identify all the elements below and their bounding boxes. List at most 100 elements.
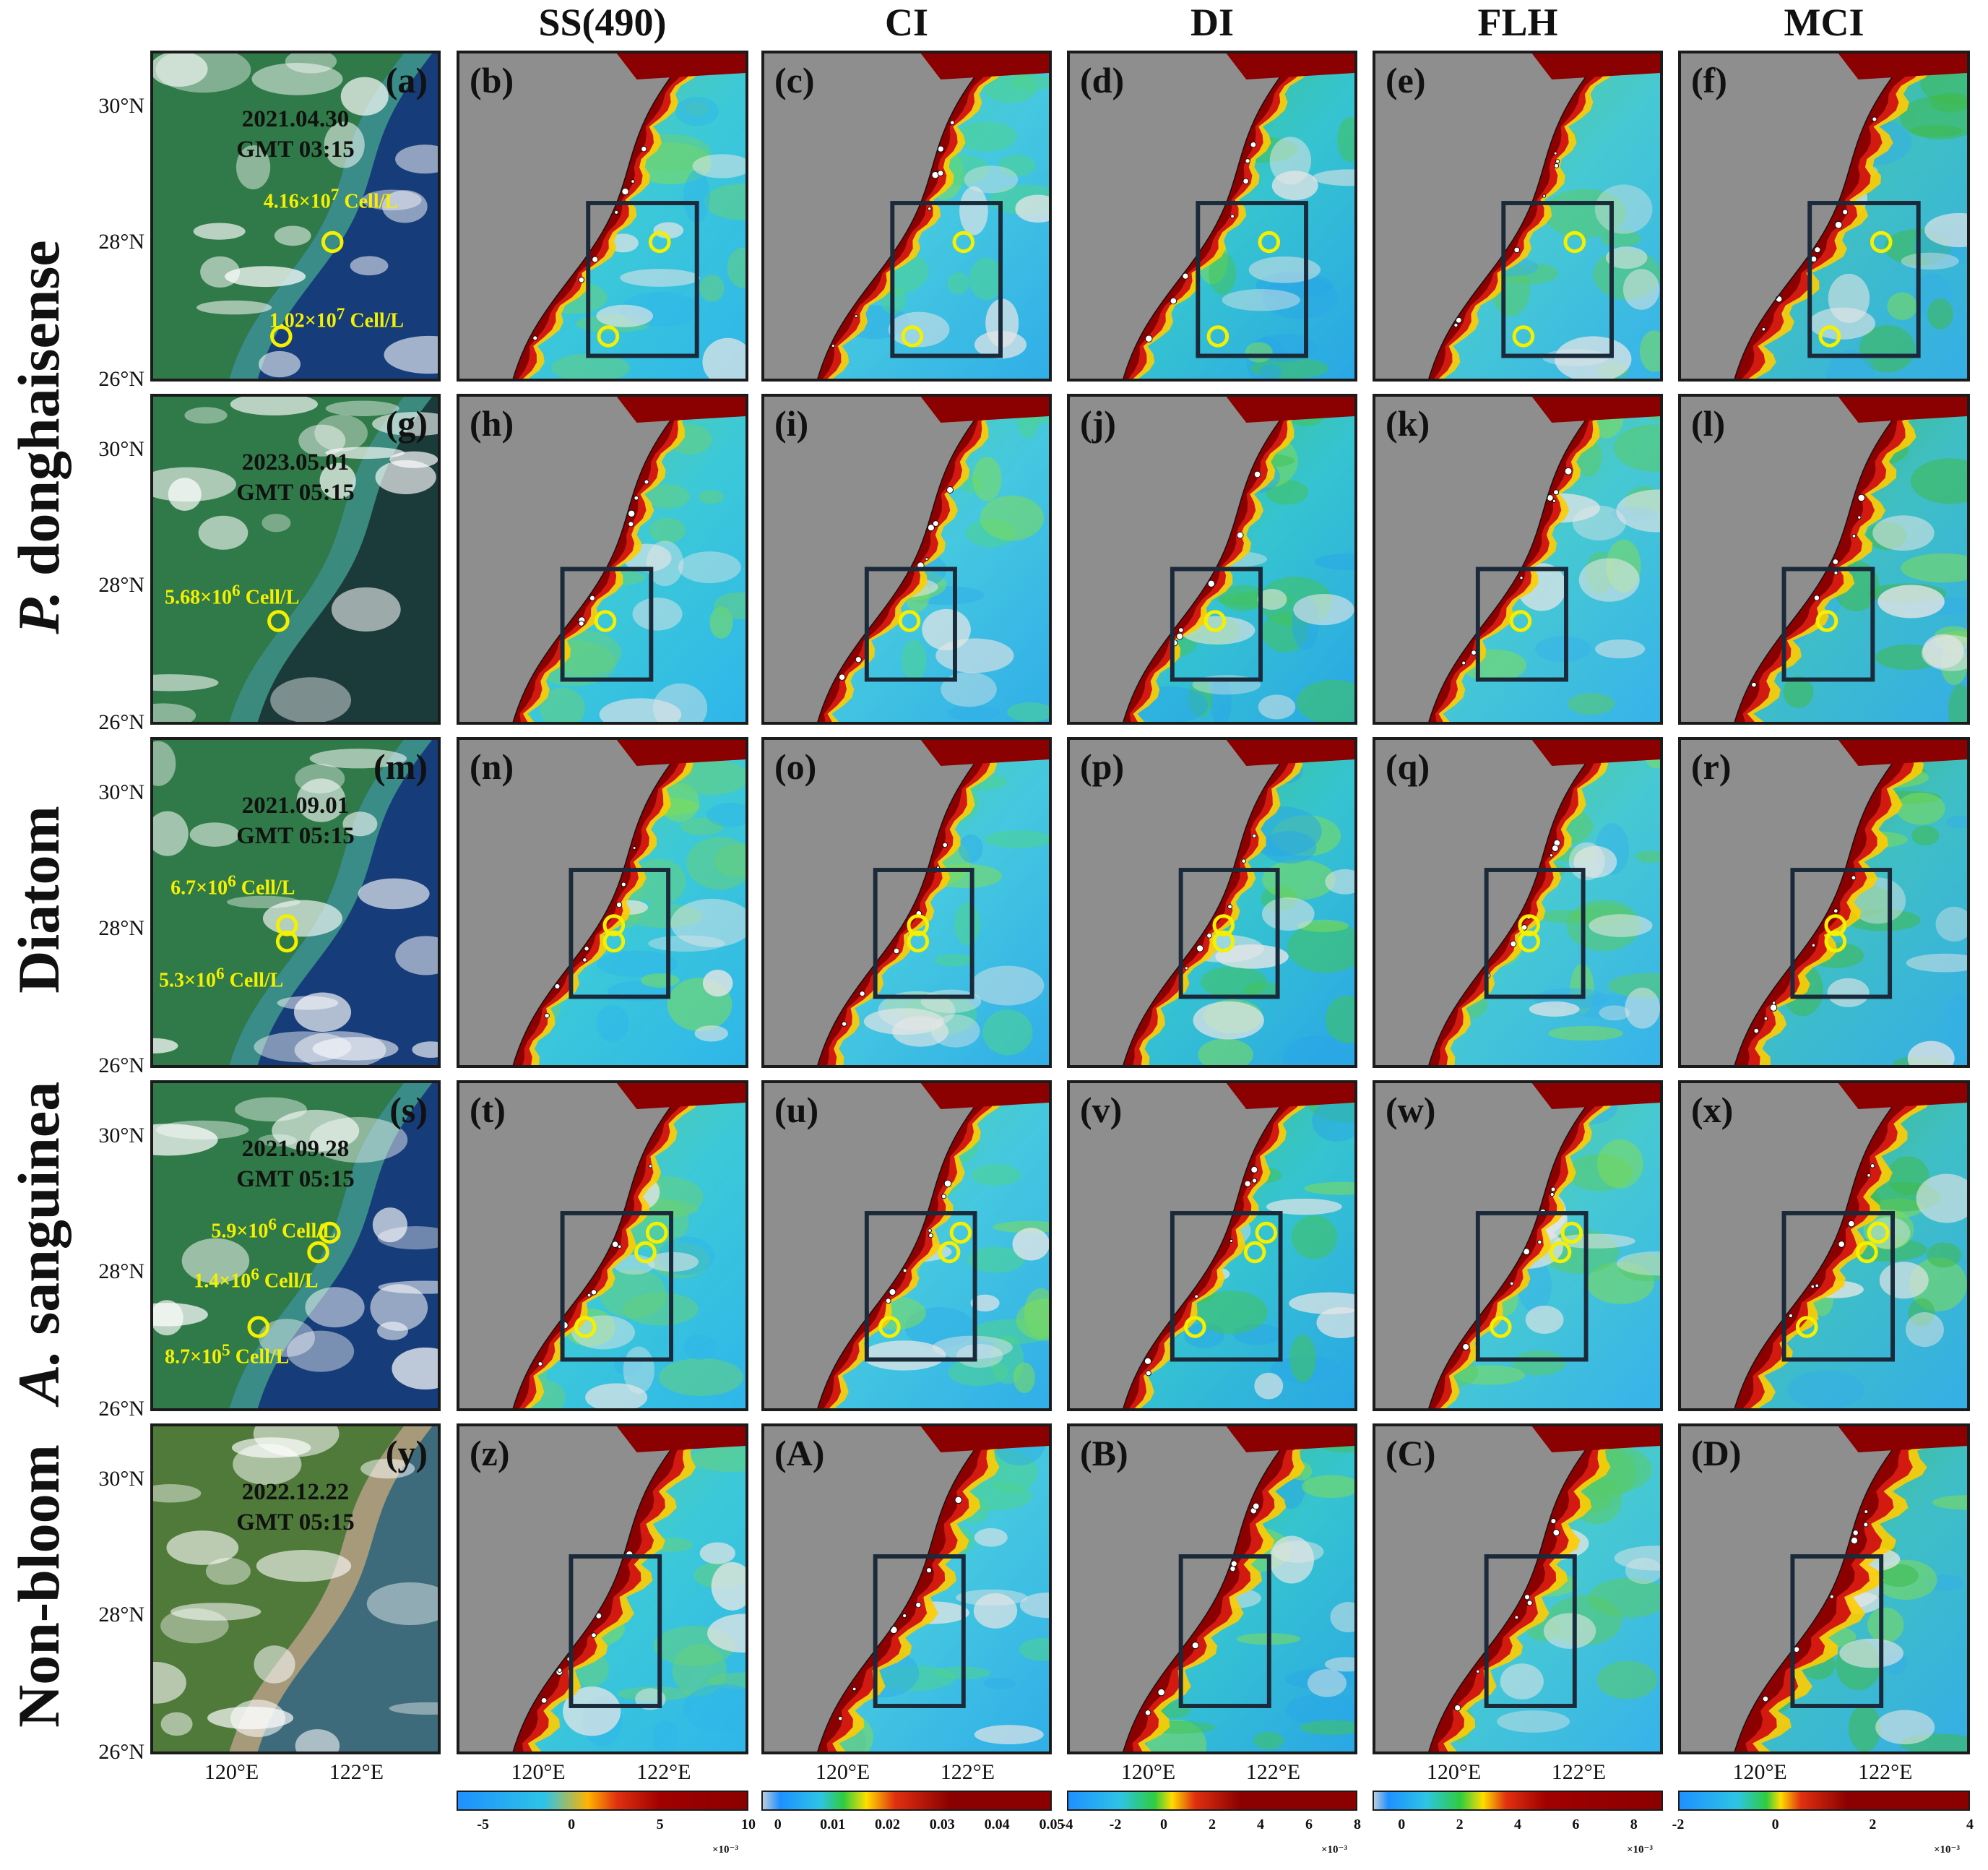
cell-mantissa: 8.7×10 <box>165 1346 222 1369</box>
colorbar-tick: 0.02 <box>865 1817 909 1833</box>
index-map-C: (C) <box>1373 1423 1663 1754</box>
lat-label: 28°N <box>72 1603 144 1627</box>
lon-label: 120°E <box>189 1760 275 1785</box>
row-label-text: Non-bloom <box>6 1444 72 1728</box>
panel-label: (s) <box>389 1089 428 1131</box>
column-title-2: CI <box>762 0 1051 45</box>
lat-label: 26°N <box>72 367 144 392</box>
lon-label: 120°E <box>800 1760 886 1785</box>
cell-density: 6.7×106 Cell/L <box>170 872 295 900</box>
panel-label: (p) <box>1080 746 1124 788</box>
date: 2021.09.28 <box>153 1134 438 1164</box>
lat-label: 28°N <box>72 1259 144 1284</box>
panel-graphic <box>459 53 746 379</box>
colorbar-tick: 5 <box>639 1817 682 1833</box>
lat-label: 30°N <box>72 1467 144 1491</box>
index-map-x: (x) <box>1678 1080 1970 1411</box>
cell-density: 8.7×105 Cell/L <box>165 1341 289 1369</box>
column-title-5: MCI <box>1680 0 1968 45</box>
cell-exponent: 6 <box>251 1265 259 1284</box>
panel-graphic <box>459 397 746 722</box>
colorbar-tick: 6 <box>1554 1817 1597 1833</box>
cell-density: 4.16×107 Cell/L <box>264 186 398 213</box>
colorbar-tick: 4 <box>1948 1817 1988 1833</box>
panel-graphic <box>1070 397 1354 722</box>
date-time: 2022.12.22 GMT 05:15 <box>153 1477 438 1538</box>
index-map-p: (p) <box>1067 737 1357 1068</box>
panel-graphic <box>1070 1426 1354 1751</box>
colorbar-tick: 2 <box>1851 1817 1894 1833</box>
row-label-text: Diatom <box>6 806 72 994</box>
cell-unit: Cell/L <box>225 970 284 992</box>
colorbar-tick: 4 <box>1239 1817 1282 1833</box>
panel-label: (d) <box>1080 59 1124 101</box>
index-map-D: (D) <box>1678 1423 1970 1754</box>
colorbar-tick: 4 <box>1496 1817 1539 1833</box>
cell-unit: Cell/L <box>277 1220 336 1243</box>
panel-label: (A) <box>774 1432 824 1474</box>
panel-graphic <box>153 1426 438 1751</box>
colorbar-tick: 0.04 <box>975 1817 1019 1833</box>
cell-unit: Cell/L <box>259 1270 319 1292</box>
colorbar-exponent: ×10⁻³ <box>1627 1843 1653 1856</box>
index-map-i: (i) <box>761 394 1052 725</box>
cell-exponent: 5 <box>222 1341 230 1360</box>
panel-graphic <box>1681 53 1967 379</box>
cell-mantissa: 1.4×10 <box>194 1270 251 1292</box>
date: 2022.12.22 <box>153 1477 438 1507</box>
panel-graphic <box>1070 53 1354 379</box>
colorbar-tick: 2 <box>1190 1817 1234 1833</box>
column-title-4: FLH <box>1373 0 1662 45</box>
index-map-q: (q) <box>1373 737 1663 1068</box>
colorbar-5 <box>1678 1791 1970 1811</box>
index-map-e: (e) <box>1373 51 1663 382</box>
index-map-d: (d) <box>1067 51 1357 382</box>
cell-exponent: 6 <box>216 965 225 983</box>
index-map-j: (j) <box>1067 394 1357 725</box>
panel-label: (u) <box>774 1089 818 1131</box>
index-map-u: (u) <box>761 1080 1052 1411</box>
colorbar-tick: 0 <box>1142 1817 1185 1833</box>
panel-graphic <box>764 740 1049 1065</box>
panel-label: (b) <box>470 59 514 101</box>
panel-graphic <box>1681 1426 1967 1751</box>
cell-exponent: 6 <box>268 1215 277 1234</box>
cell-exponent: 6 <box>228 872 236 891</box>
colorbar-3 <box>1067 1791 1357 1811</box>
row-label-P: P. donghaisense <box>5 240 73 634</box>
column-title-1: SS(490) <box>458 0 747 45</box>
index-map-h: (h) <box>457 394 748 725</box>
panel-label: (g) <box>386 402 428 444</box>
panel-label: (v) <box>1080 1089 1122 1131</box>
lat-label: 30°N <box>72 780 144 805</box>
panel-graphic <box>1070 740 1354 1065</box>
cell-density: 5.9×106 Cell/L <box>211 1215 335 1243</box>
panel-label: (e) <box>1386 59 1426 101</box>
rgb-image-y: (y) 2022.12.22 GMT 05:15 <box>150 1423 441 1754</box>
index-map-t: (t) <box>457 1080 748 1411</box>
colorbar-1 <box>457 1791 748 1811</box>
panel-graphic <box>1375 1426 1660 1751</box>
colorbar-exponent: ×10⁻³ <box>1934 1843 1960 1856</box>
lon-label: 122°E <box>1229 1760 1316 1785</box>
cell-mantissa: 1.02×10 <box>269 309 337 332</box>
date: 2021.04.30 <box>153 104 438 134</box>
rgb-image-s: (s) 2021.09.28 GMT 05:15 5.9×106 Cell/L 1.4×… <box>150 1080 441 1411</box>
colorbar-2 <box>761 1791 1052 1811</box>
cell-density: 1.4×106 Cell/L <box>194 1265 318 1293</box>
panel-graphic <box>153 740 438 1065</box>
panel-graphic <box>764 397 1049 722</box>
cell-density: 1.02×107 Cell/L <box>269 305 404 332</box>
colorbar-tick: -5 <box>462 1817 505 1833</box>
cell-density: 5.3×106 Cell/L <box>159 965 283 992</box>
panel-label: (f) <box>1691 59 1727 101</box>
panel-label: (r) <box>1691 746 1732 788</box>
colorbar-exponent: ×10⁻³ <box>712 1843 738 1856</box>
lat-label: 28°N <box>72 916 144 941</box>
colorbar-tick: 0 <box>550 1817 593 1833</box>
cell-unit: Cell/L <box>230 1346 290 1369</box>
colorbar-tick: 0 <box>756 1817 800 1833</box>
lon-label: 122°E <box>1535 1760 1622 1785</box>
cell-unit: Cell/L <box>241 587 300 609</box>
lon-label: 122°E <box>313 1760 399 1785</box>
